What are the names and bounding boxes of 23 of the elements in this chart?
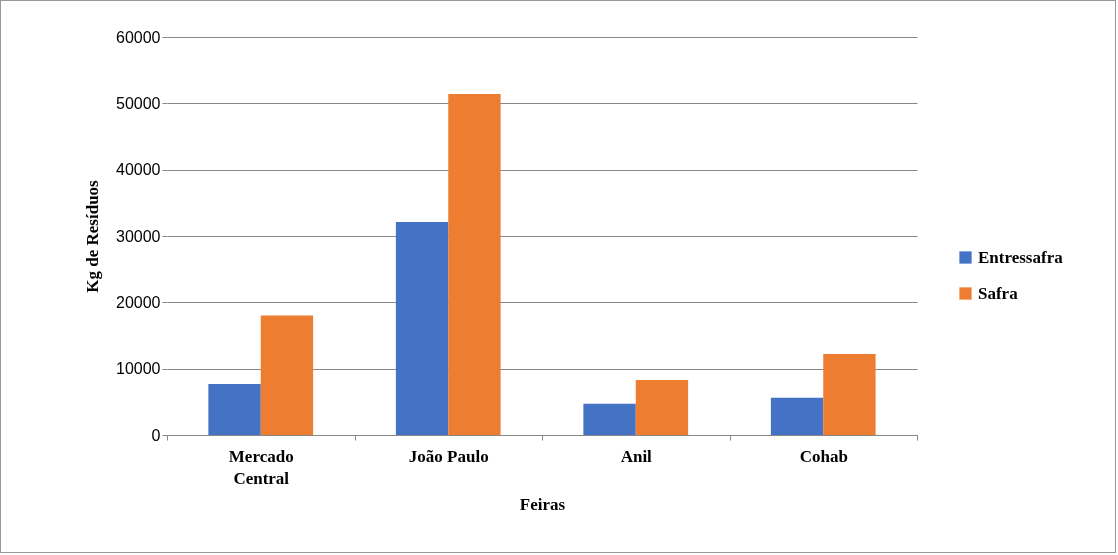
bar [395, 222, 449, 435]
legend-label: Entressafra [978, 247, 1064, 267]
bar [583, 403, 636, 435]
x-tick-label: Anil [620, 446, 653, 466]
bar [208, 383, 261, 435]
legend-label: Safra [978, 283, 1019, 303]
x-axis-title: Feiras [519, 494, 566, 514]
bar [823, 354, 876, 435]
y-tick-label: 30000 [116, 227, 161, 245]
y-tick-label: 10000 [116, 360, 161, 378]
x-tick-label: Mercado Central [228, 446, 294, 488]
y-tick-label: 0 [151, 426, 161, 444]
y-tick-label: 20000 [116, 293, 161, 311]
bar [635, 379, 689, 435]
y-axis-title: Kg de Resíduos [83, 179, 103, 293]
bar [448, 94, 501, 435]
y-tick-label: 40000 [116, 161, 161, 179]
x-tick-label: Cohab [799, 446, 848, 466]
y-tick-label: 60000 [116, 28, 161, 46]
bar [260, 315, 314, 435]
y-tick-label: 50000 [116, 94, 161, 112]
x-tick-label: João Paulo [408, 446, 489, 466]
bar [770, 397, 824, 435]
